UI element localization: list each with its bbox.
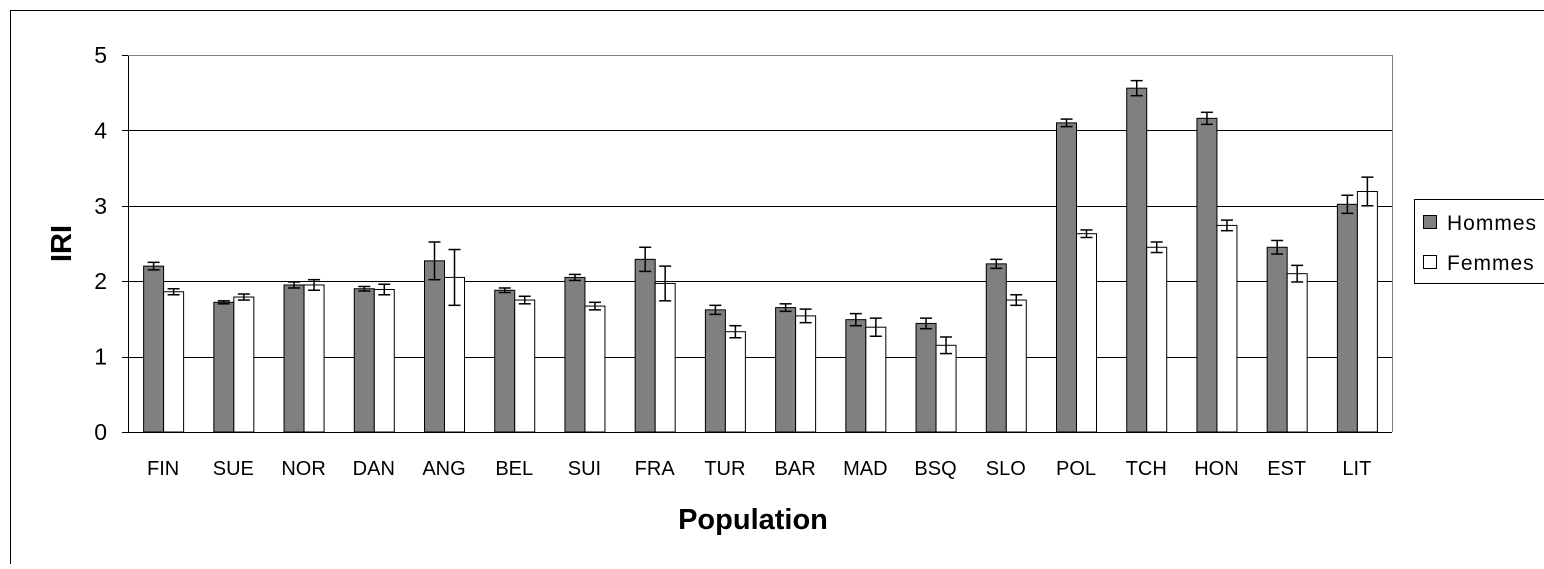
bar-hommes-sui	[565, 277, 585, 432]
x-tick-label: TCH	[1126, 458, 1167, 480]
legend-swatch-hommes	[1424, 216, 1437, 229]
legend-label-hommes: Hommes	[1447, 212, 1537, 235]
bar-femmes-hon	[1217, 225, 1237, 432]
bar-hommes-bel	[495, 290, 515, 432]
bar-hommes-slo	[986, 264, 1006, 432]
y-tick-label: 3	[94, 193, 107, 219]
bar-hommes-pol	[1057, 123, 1077, 432]
bar-hommes-est	[1267, 247, 1287, 432]
x-tick-label: EST	[1267, 458, 1306, 480]
bar-femmes-tur	[725, 332, 745, 432]
bar-femmes-fin	[164, 292, 184, 432]
bar-hommes-sue	[214, 302, 234, 432]
bar-femmes-lit	[1357, 191, 1377, 432]
bar-hommes-hon	[1197, 118, 1217, 432]
bar-femmes-bsq	[936, 345, 956, 432]
bar-femmes-dan	[374, 289, 394, 432]
x-tick-label: BSQ	[914, 458, 956, 480]
bar-hommes-fra	[635, 259, 655, 432]
bar-femmes-bar	[796, 316, 816, 432]
y-tick-label: 4	[94, 117, 107, 143]
x-tick-label: LIT	[1342, 458, 1371, 480]
bar-femmes-tch	[1147, 247, 1167, 432]
bar-femmes-est	[1287, 274, 1307, 432]
y-tick-label: 0	[94, 419, 107, 445]
x-tick-label: MAD	[843, 458, 887, 480]
bar-femmes-nor	[304, 285, 324, 432]
y-tick-label: 5	[94, 42, 107, 68]
bar-femmes-sui	[585, 306, 605, 432]
bar-hommes-tur	[705, 310, 725, 432]
x-tick-label: POL	[1056, 458, 1096, 480]
y-tick-label: 2	[94, 268, 107, 294]
x-tick-label: NOR	[281, 458, 325, 480]
x-tick-label: SLO	[986, 458, 1026, 480]
x-tick-label: SUI	[568, 458, 601, 480]
bar-femmes-bel	[515, 300, 535, 432]
x-tick-label: DAN	[353, 458, 395, 480]
bar-femmes-slo	[1006, 300, 1026, 432]
x-tick-label: HON	[1194, 458, 1238, 480]
bar-hommes-dan	[354, 289, 374, 432]
bar-hommes-nor	[284, 285, 304, 432]
bar-hommes-mad	[846, 320, 866, 432]
y-tick-label: 1	[94, 344, 107, 370]
bar-femmes-fra	[655, 283, 675, 432]
x-tick-label: BEL	[495, 458, 533, 480]
bar-hommes-bsq	[916, 323, 936, 432]
bar-hommes-bar	[776, 308, 796, 432]
bar-hommes-fin	[144, 266, 164, 432]
bar-femmes-mad	[866, 327, 886, 432]
x-tick-label: SUE	[213, 458, 254, 480]
x-tick-label: BAR	[775, 458, 816, 480]
x-tick-label: FRA	[635, 458, 676, 480]
x-tick-label: TUR	[704, 458, 745, 480]
x-axis-title: Population	[678, 504, 828, 536]
legend: Hommes Femmes	[1415, 200, 1544, 284]
bar-hommes-tch	[1127, 88, 1147, 432]
legend-label-femmes: Femmes	[1447, 252, 1535, 275]
legend-swatch-femmes	[1424, 256, 1437, 269]
x-tick-label: FIN	[147, 458, 179, 480]
x-tick-label: ANG	[422, 458, 465, 480]
y-axis-title: IRI	[46, 225, 78, 262]
bar-hommes-lit	[1337, 204, 1357, 432]
bar-hommes-ang	[425, 261, 445, 432]
bar-femmes-sue	[234, 297, 254, 432]
bar-femmes-pol	[1077, 234, 1097, 432]
